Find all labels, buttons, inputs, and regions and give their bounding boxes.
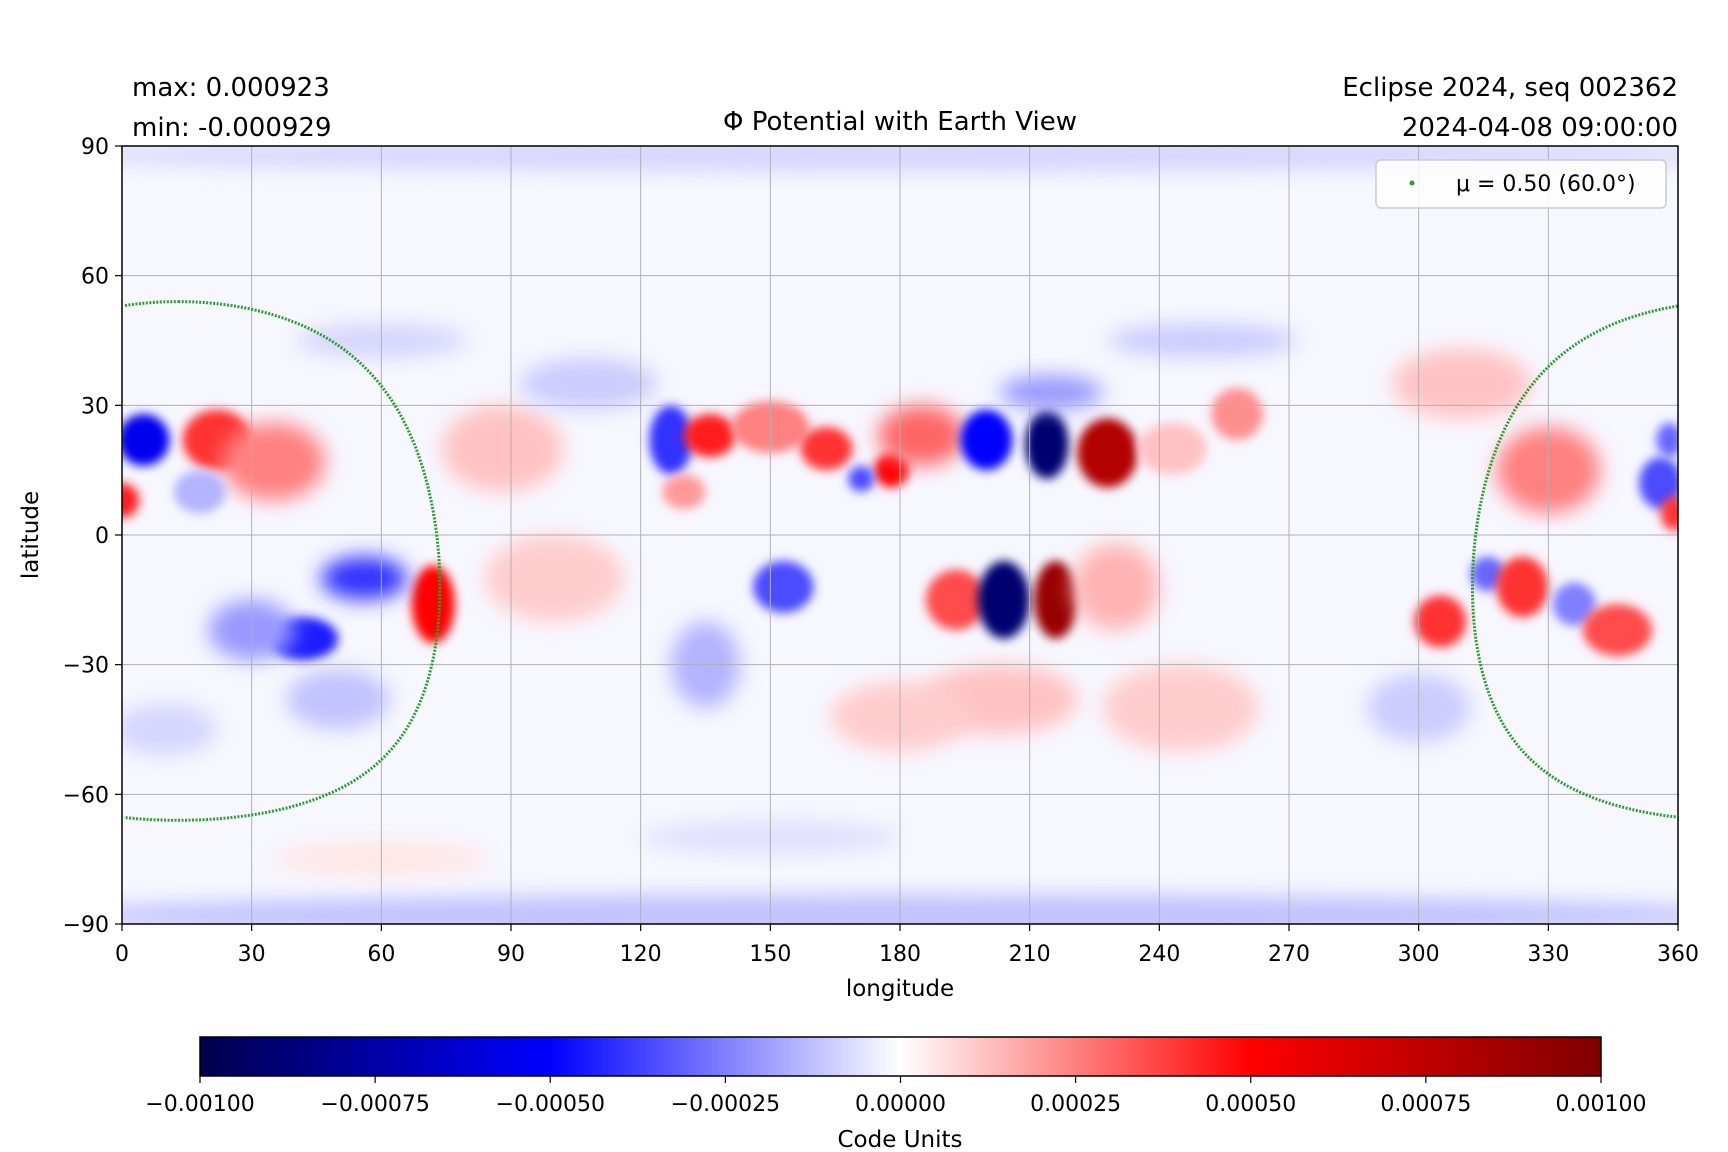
heatmap-region <box>1639 457 1678 510</box>
heatmap-region <box>320 556 408 600</box>
x-tick-label: 150 <box>749 942 791 967</box>
heatmap-region <box>173 470 226 514</box>
heatmap-region <box>960 409 1013 471</box>
heatmap-region <box>122 703 218 756</box>
colorbar-tick-label: −0.00075 <box>320 1092 429 1117</box>
y-tick-label: −90 <box>63 913 109 938</box>
x-axis-label: longitude <box>846 976 954 1002</box>
heatmap-region <box>662 474 706 510</box>
grid-lines <box>121 145 1679 925</box>
legend-label: μ = 0.50 (60.0°) <box>1456 172 1636 197</box>
plot-area <box>121 145 1679 925</box>
heatmap-region <box>1582 604 1653 657</box>
y-axis-label: latitude <box>18 491 44 579</box>
heatmap-region <box>1107 323 1298 358</box>
x-axis-ticks: 0 30 60 90 120 150 180 210 240 270 300 330 360 <box>115 924 1699 967</box>
y-tick-label: 30 <box>81 394 109 419</box>
colorbar-fill <box>199 1036 1602 1077</box>
legend-box <box>1375 159 1667 209</box>
heatmap-region <box>1656 422 1678 458</box>
heatmap-region <box>753 560 814 613</box>
colorbar-tick-label: −0.00025 <box>671 1092 780 1117</box>
x-tick-label: 90 <box>497 942 525 967</box>
x-tick-label: 270 <box>1268 942 1310 967</box>
x-tick-label: 180 <box>879 942 921 967</box>
heatmap-region <box>1660 496 1678 531</box>
max-label: max: 0.000923 <box>132 73 330 103</box>
heatmap-region <box>977 560 1030 639</box>
heatmap-region <box>1496 556 1549 618</box>
heatmap-region <box>411 565 455 644</box>
x-tick-label: 120 <box>620 942 662 967</box>
heatmap-region <box>649 405 693 475</box>
heatmap-region <box>221 422 326 501</box>
x-tick-label: 210 <box>1009 942 1051 967</box>
colorbar-tick-label: −0.00100 <box>145 1092 254 1117</box>
y-tick-label: −30 <box>63 654 109 679</box>
colorbar-tick-label: 0.00075 <box>1380 1092 1471 1117</box>
colorbar-tick-label: 0.00025 <box>1030 1092 1121 1117</box>
heatmap-region <box>441 405 563 492</box>
heatmap-region <box>122 483 140 518</box>
heatmap-region <box>1025 409 1069 479</box>
x-tick-label: 240 <box>1138 942 1180 967</box>
heatmap-region <box>878 405 965 466</box>
heatmap-region <box>122 893 1678 924</box>
heatmap-region <box>1552 582 1596 626</box>
x-tick-label: 30 <box>238 942 266 967</box>
heatmap-region <box>1414 595 1467 648</box>
heatmap-region <box>800 426 853 471</box>
heatmap-region <box>683 413 736 458</box>
x-tick-label: 360 <box>1657 942 1699 967</box>
colorbar: −0.00100 −0.00075 −0.00050 −0.00025 0.00000 0… <box>145 1036 1646 1152</box>
colorbar-ticks: −0.00100 −0.00075 −0.00050 −0.00025 0.00000 0… <box>145 1076 1646 1117</box>
earth-view-circle <box>123 300 1678 822</box>
colorbar-tick-label: 0.00100 <box>1556 1092 1647 1117</box>
y-tick-label: −60 <box>63 783 109 808</box>
x-tick-label: 300 <box>1398 942 1440 967</box>
heatmap-region <box>1137 422 1207 475</box>
y-tick-label: 0 <box>95 524 109 549</box>
heatmap-region <box>1072 543 1160 631</box>
heatmap-region <box>1470 556 1506 592</box>
colorbar-tick-label: 0.00000 <box>855 1092 946 1117</box>
heatmap-region <box>1211 388 1264 440</box>
legend-marker <box>1409 180 1415 186</box>
chart-title: Φ Potential with Earth View <box>723 107 1077 137</box>
heatmap-region <box>1077 418 1138 488</box>
heatmap-region <box>286 668 390 730</box>
x-tick-label: 330 <box>1527 942 1569 967</box>
y-tick-label: 60 <box>81 265 109 290</box>
heatmap-region <box>122 413 170 466</box>
x-tick-label: 0 <box>115 942 129 967</box>
y-tick-label: 90 <box>81 135 109 160</box>
heatmap-region <box>848 465 875 492</box>
heatmap-region <box>519 357 658 410</box>
heatmap-region <box>999 375 1104 410</box>
colorbar-tick-label: −0.00050 <box>496 1092 605 1117</box>
heatmap-region <box>1392 349 1532 419</box>
y-axis-ticks: 90 60 30 0 −30 −60 −90 <box>63 135 122 938</box>
datetime-label: 2024-04-08 09:00:00 <box>1402 113 1678 143</box>
legend: μ = 0.50 (60.0°) <box>1375 159 1667 209</box>
colorbar-label: Code Units <box>838 1127 963 1152</box>
colorbar-tick-label: 0.00050 <box>1205 1092 1296 1117</box>
heatmap-region <box>925 569 987 631</box>
min-label: min: -0.000929 <box>132 113 332 143</box>
heatmap-region <box>1103 664 1259 752</box>
x-tick-label: 60 <box>367 942 395 967</box>
heatmap-region <box>485 535 624 622</box>
heatmap-region <box>1033 560 1078 639</box>
event-label: Eclipse 2024, seq 002362 <box>1342 73 1678 103</box>
